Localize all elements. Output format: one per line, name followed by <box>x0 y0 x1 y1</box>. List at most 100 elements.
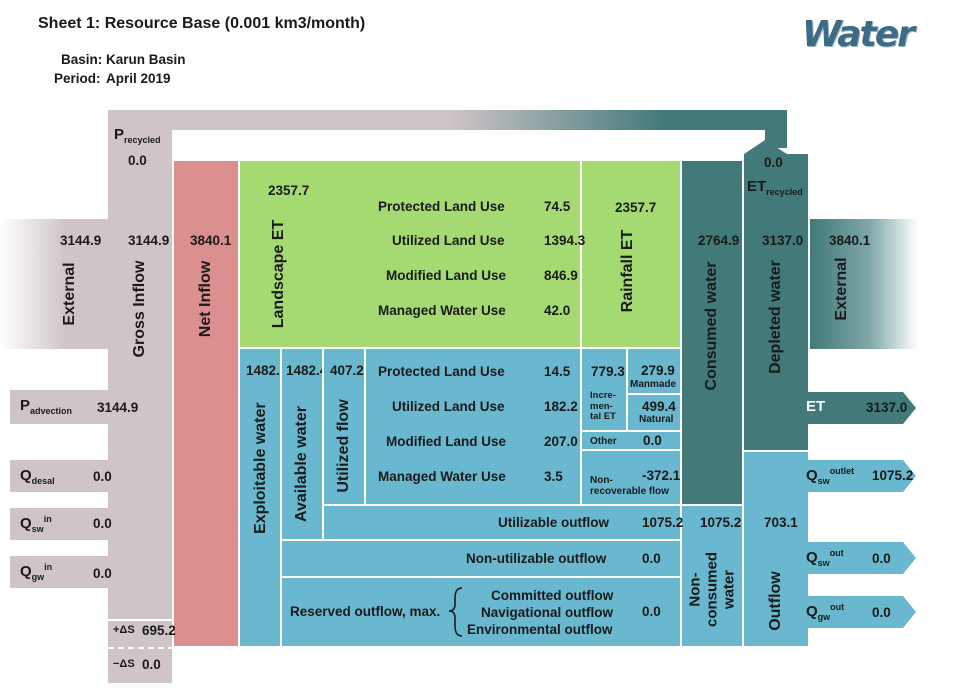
manmade-value: 279.9 <box>641 363 675 378</box>
reserved-outflow-value: 0.0 <box>642 604 661 619</box>
committed-outflow-label: Committed outflow <box>491 588 614 603</box>
q-sw-in-label: Qswin <box>20 514 52 534</box>
reserved-brace <box>448 587 463 637</box>
ds-minus-value: 0.0 <box>142 657 161 672</box>
utilized-row-4-label: Managed Water Use <box>378 469 506 484</box>
consumed-water-column <box>682 161 742 504</box>
et-out-arrow <box>795 392 916 424</box>
period-label: Period: <box>54 71 101 86</box>
landscape-et-label: Landscape ET <box>270 219 287 329</box>
landscape-et-value: 2357.7 <box>268 183 310 198</box>
available-water-column <box>282 349 322 539</box>
outflow-value: 703.1 <box>764 515 798 530</box>
landscape-row-4-value: 42.0 <box>544 303 571 318</box>
utilizable-outflow-label: Utilizable outflow <box>498 515 609 530</box>
natural-label: Natural <box>639 414 674 425</box>
nonrecoverable-label: Non- recoverable flow <box>590 475 669 497</box>
nonconsumed-water-label: Non- consumed water <box>686 552 738 628</box>
q-gw-in-label: Qgwin <box>20 562 53 582</box>
external-outflow-label: External <box>833 257 850 321</box>
p-recycled-arrow <box>108 110 172 180</box>
water-logo: Water <box>802 14 915 55</box>
q-sw-out-label: Qswout <box>806 548 844 568</box>
nonutilizable-outflow-value: 0.0 <box>642 551 661 566</box>
q-sw-out-value: 0.0 <box>872 551 891 566</box>
q-gw-in-arrow <box>10 556 138 588</box>
utilizable-outflow-value: 1075.2 <box>642 515 684 530</box>
landscape-row-2-value: 1394.3 <box>544 233 586 248</box>
utilized-row-3-value: 207.0 <box>544 434 578 449</box>
external-outflow-block <box>810 219 918 349</box>
utilized-flow-label: Utilized flow <box>335 399 352 493</box>
p-advection-value: 3144.9 <box>97 400 139 415</box>
basin-value: Karun Basin <box>106 52 186 67</box>
depleted-water-label: Depleted water <box>767 260 784 374</box>
manmade-label: Manmade <box>630 379 677 390</box>
p-recycled-value: 0.0 <box>128 153 147 168</box>
manmade-block <box>628 349 680 393</box>
basin-label: Basin: <box>61 52 103 67</box>
utilized-rows-block <box>366 349 580 504</box>
net-inflow-label: Net Inflow <box>197 260 214 338</box>
utilized-row-2-label: Utilized Land Use <box>392 399 505 414</box>
other-block <box>582 432 680 449</box>
landscape-et-block <box>240 161 580 347</box>
net-inflow-value: 3840.1 <box>190 233 232 248</box>
exploitable-water-column <box>240 349 280 646</box>
utilized-row-1-label: Protected Land Use <box>378 364 505 379</box>
environmental-outflow-label: Environmental outflow <box>467 622 613 637</box>
natural-value: 499.4 <box>642 399 676 414</box>
q-gw-in-value: 0.0 <box>93 566 112 581</box>
utilized-row-2-value: 182.2 <box>544 399 578 414</box>
external-inflow-block <box>0 219 108 349</box>
p-advection-label: Padvection <box>20 397 73 416</box>
utilized-flow-column <box>324 349 364 504</box>
q-gw-out-label: Qgwout <box>806 602 845 622</box>
q-sw-outlet-arrow <box>795 460 916 492</box>
utilizable-outflow-bar <box>324 506 680 539</box>
external-inflow-value: 3144.9 <box>60 233 102 248</box>
depleted-water-value: 3137.0 <box>762 233 804 248</box>
nonrecoverable-value: -372.1 <box>642 468 681 483</box>
nonconsumed-water-value: 1075.2 <box>700 515 742 530</box>
navigational-outflow-label: Navigational outflow <box>481 605 614 620</box>
q-sw-outlet-value: 1075.2 <box>872 468 914 483</box>
q-sw-outlet-label: Qswoutlet <box>806 466 855 486</box>
incremental-et-value: 779.3 <box>591 364 625 379</box>
ds-plus-value: 695.2 <box>142 623 176 638</box>
et-out-value: 3137.0 <box>866 400 908 415</box>
period-value: April 2019 <box>106 71 171 86</box>
nonconsumed-water-column <box>682 506 742 646</box>
et-recycled-label: ETrecycled <box>747 178 803 197</box>
q-desal-label: Qdesal <box>20 467 55 486</box>
q-sw-in-value: 0.0 <box>93 516 112 531</box>
utilized-flow-value: 407.2 <box>330 363 364 378</box>
landscape-row-3-label: Modified Land Use <box>386 268 507 283</box>
q-desal-value: 0.0 <box>93 469 112 484</box>
et-out-label: ET <box>806 398 826 415</box>
other-label: Other <box>590 436 617 447</box>
exploitable-water-label-text: Exploitable water <box>252 402 269 534</box>
landscape-row-4-label: Managed Water Use <box>378 303 506 318</box>
net-inflow-column <box>174 161 238 646</box>
reserved-outflow-bar <box>282 578 680 646</box>
consumed-water-value: 2764.9 <box>698 233 740 248</box>
outflow-label: Outflow <box>767 571 784 631</box>
q-gw-out-value: 0.0 <box>872 605 891 620</box>
gross-inflow-label: Gross Inflow <box>131 260 148 358</box>
q-sw-in-arrow <box>10 508 138 540</box>
utilized-row-1-value: 14.5 <box>544 364 571 379</box>
gross-inflow-value: 3144.9 <box>128 233 170 248</box>
natural-block <box>628 395 680 430</box>
gross-inflow-column <box>108 166 172 683</box>
nonutilizable-outflow-bar <box>282 541 680 576</box>
rainfall-et-label: Rainfall ET <box>619 229 636 313</box>
consumed-water-label: Consumed water <box>703 261 720 391</box>
rainfall-et-block <box>582 161 680 347</box>
q-gw-out-arrow <box>795 596 916 628</box>
utilized-row-3-label: Modified Land Use <box>386 434 507 449</box>
available-water-label: Available water <box>293 406 310 522</box>
page-title: Sheet 1: Resource Base (0.001 km3/month) <box>38 15 366 32</box>
available-water-value: 1482.4 <box>286 363 322 378</box>
ds-plus-label: +ΔS <box>113 624 135 636</box>
